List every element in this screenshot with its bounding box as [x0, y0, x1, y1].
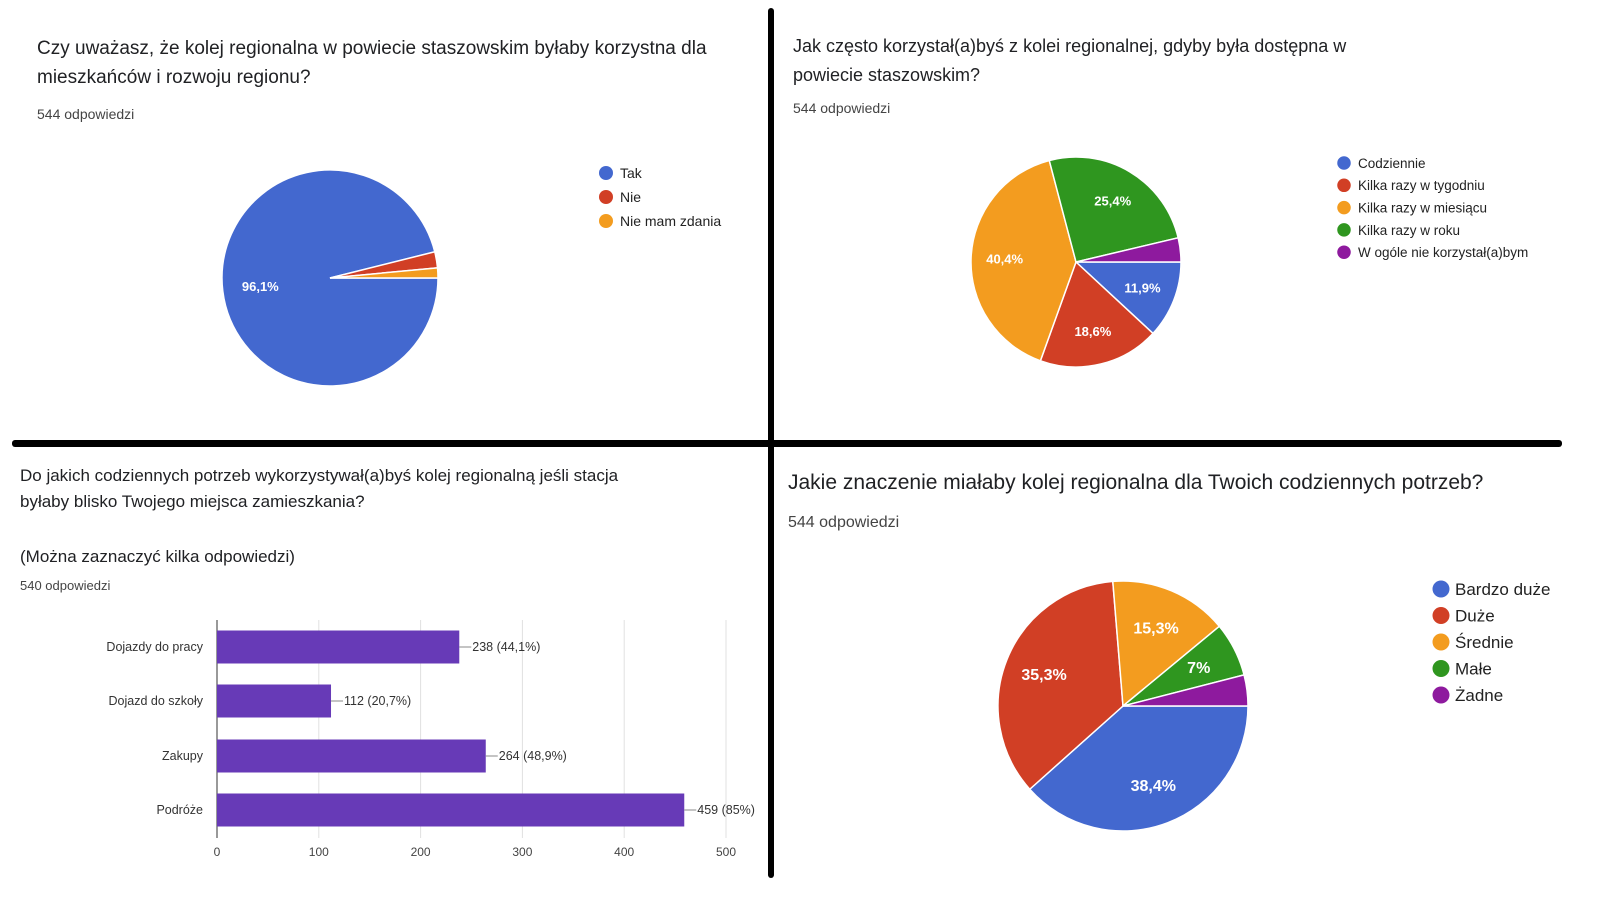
chart2-legend-marker: [1337, 223, 1351, 237]
chart1-legend-marker: [599, 214, 613, 228]
chart2-legend-label: Kilka razy w miesiącu: [1358, 200, 1487, 215]
chart4-legend-label: Średnie: [1455, 633, 1514, 652]
chart2-slice: [1074, 261, 1182, 335]
chart3-category-label: Dojazd do szkoły: [109, 694, 204, 708]
chart3-data-label: 264 (48,9%): [499, 749, 567, 763]
chart2-legend-label: W ogóle nie korzystał(a)bym: [1358, 245, 1528, 260]
horizontal-divider: [12, 440, 1562, 447]
chart4-legend-marker: [1432, 607, 1450, 624]
chart1-slice-label: 96,1%: [242, 279, 279, 294]
chart1-legend-marker: [599, 190, 613, 204]
chart1-response-count: 544 odpowiedzi: [37, 106, 135, 122]
chart3-category-label: Dojazdy do pracy: [106, 640, 203, 654]
chart2-legend-marker: [1337, 200, 1351, 215]
chart4-legend-marker: [1432, 633, 1450, 651]
chart3-bar: [217, 793, 685, 827]
chart2-legend-label: Kilka razy w tygodniu: [1358, 178, 1485, 193]
chart2-slice: [970, 159, 1077, 362]
chart3-x-tick: 100: [309, 845, 329, 859]
chart3-title: Do jakich codziennych potrzeb wykorzysty…: [20, 466, 619, 511]
chart4-legend-label: Duże: [1455, 607, 1495, 626]
chart3-bar: [217, 684, 332, 718]
chart2-legend-label: Codziennie: [1358, 156, 1426, 171]
chart3-x-tick: 0: [214, 845, 221, 859]
chart3-category-label: Podróże: [156, 803, 203, 817]
chart2-legend-label: Kilka razy w roku: [1358, 223, 1460, 238]
chart3-x-tick: 400: [614, 845, 634, 859]
chart3-note: (Można zaznaczyć kilka odpowiedzi): [20, 547, 295, 566]
chart4-slice-label: 7%: [1187, 660, 1210, 677]
chart2-legend-marker: [1337, 245, 1351, 259]
chart2-slice-label: 40,4%: [986, 251, 1023, 266]
chart4-slice: [1028, 705, 1249, 832]
chart3-x-tick: 300: [512, 845, 532, 859]
chart2-legend-marker: [1337, 178, 1351, 193]
chart3-response-count: 540 odpowiedzi: [20, 578, 111, 593]
chart2-slice-label: 25,4%: [1094, 193, 1131, 208]
chart1-legend-label: Tak: [620, 165, 643, 181]
chart2-slice: [1048, 156, 1180, 263]
chart4-slice-label: 38,4%: [1131, 778, 1176, 795]
chart1-title: Czy uważasz, że kolej regionalna w powie…: [37, 38, 707, 88]
chart4-legend-label: Bardzo duże: [1455, 580, 1550, 599]
chart3-x-tick: 500: [716, 845, 736, 859]
chart3-category-label: Zakupy: [162, 749, 204, 763]
chart1-legend-marker: [599, 166, 613, 180]
chart3-data-label: 459 (85%): [697, 803, 755, 817]
chart4-title: Jakie znaczenie miałaby kolej regionalna…: [788, 471, 1484, 494]
chart4-legend-marker: [1432, 580, 1450, 598]
chart2-slice: [1039, 260, 1155, 368]
chart2-title: Jak często korzystał(a)byś z kolei regio…: [793, 36, 1347, 85]
chart1-legend-label: Nie: [620, 189, 641, 205]
chart4-slice: [997, 580, 1124, 791]
chart1-slice: [329, 267, 439, 279]
chart3-x-tick: 200: [411, 845, 431, 859]
chart4-slice-label: 15,3%: [1133, 620, 1178, 637]
chart4-slice: [1111, 580, 1221, 708]
chart1-legend-label: Nie mam zdania: [620, 213, 721, 229]
chart2-legend-marker: [1337, 156, 1351, 170]
chart2-slice-label: 18,6%: [1074, 324, 1111, 339]
chart4-legend-label: Małe: [1455, 660, 1492, 679]
chart4-legend-label: Żadne: [1455, 686, 1503, 705]
chart3-bar: [217, 739, 486, 773]
chart3-bar: [217, 630, 460, 664]
chart4-legend-marker: [1432, 686, 1450, 704]
chart2-slice: [1075, 236, 1182, 263]
chart4-response-count: 544 odpowiedzi: [788, 514, 900, 531]
chart3-data-label: 112 (20,7%): [344, 694, 411, 708]
chart2-response-count: 544 odpowiedzi: [793, 100, 891, 116]
chart4-legend-marker: [1432, 660, 1450, 677]
chart3-data-label: 238 (44,1%): [472, 640, 540, 654]
chart4-slice-label: 35,3%: [1021, 667, 1066, 684]
chart4-slice: [1122, 674, 1249, 707]
chart2-slice-label: 11,9%: [1124, 281, 1161, 296]
